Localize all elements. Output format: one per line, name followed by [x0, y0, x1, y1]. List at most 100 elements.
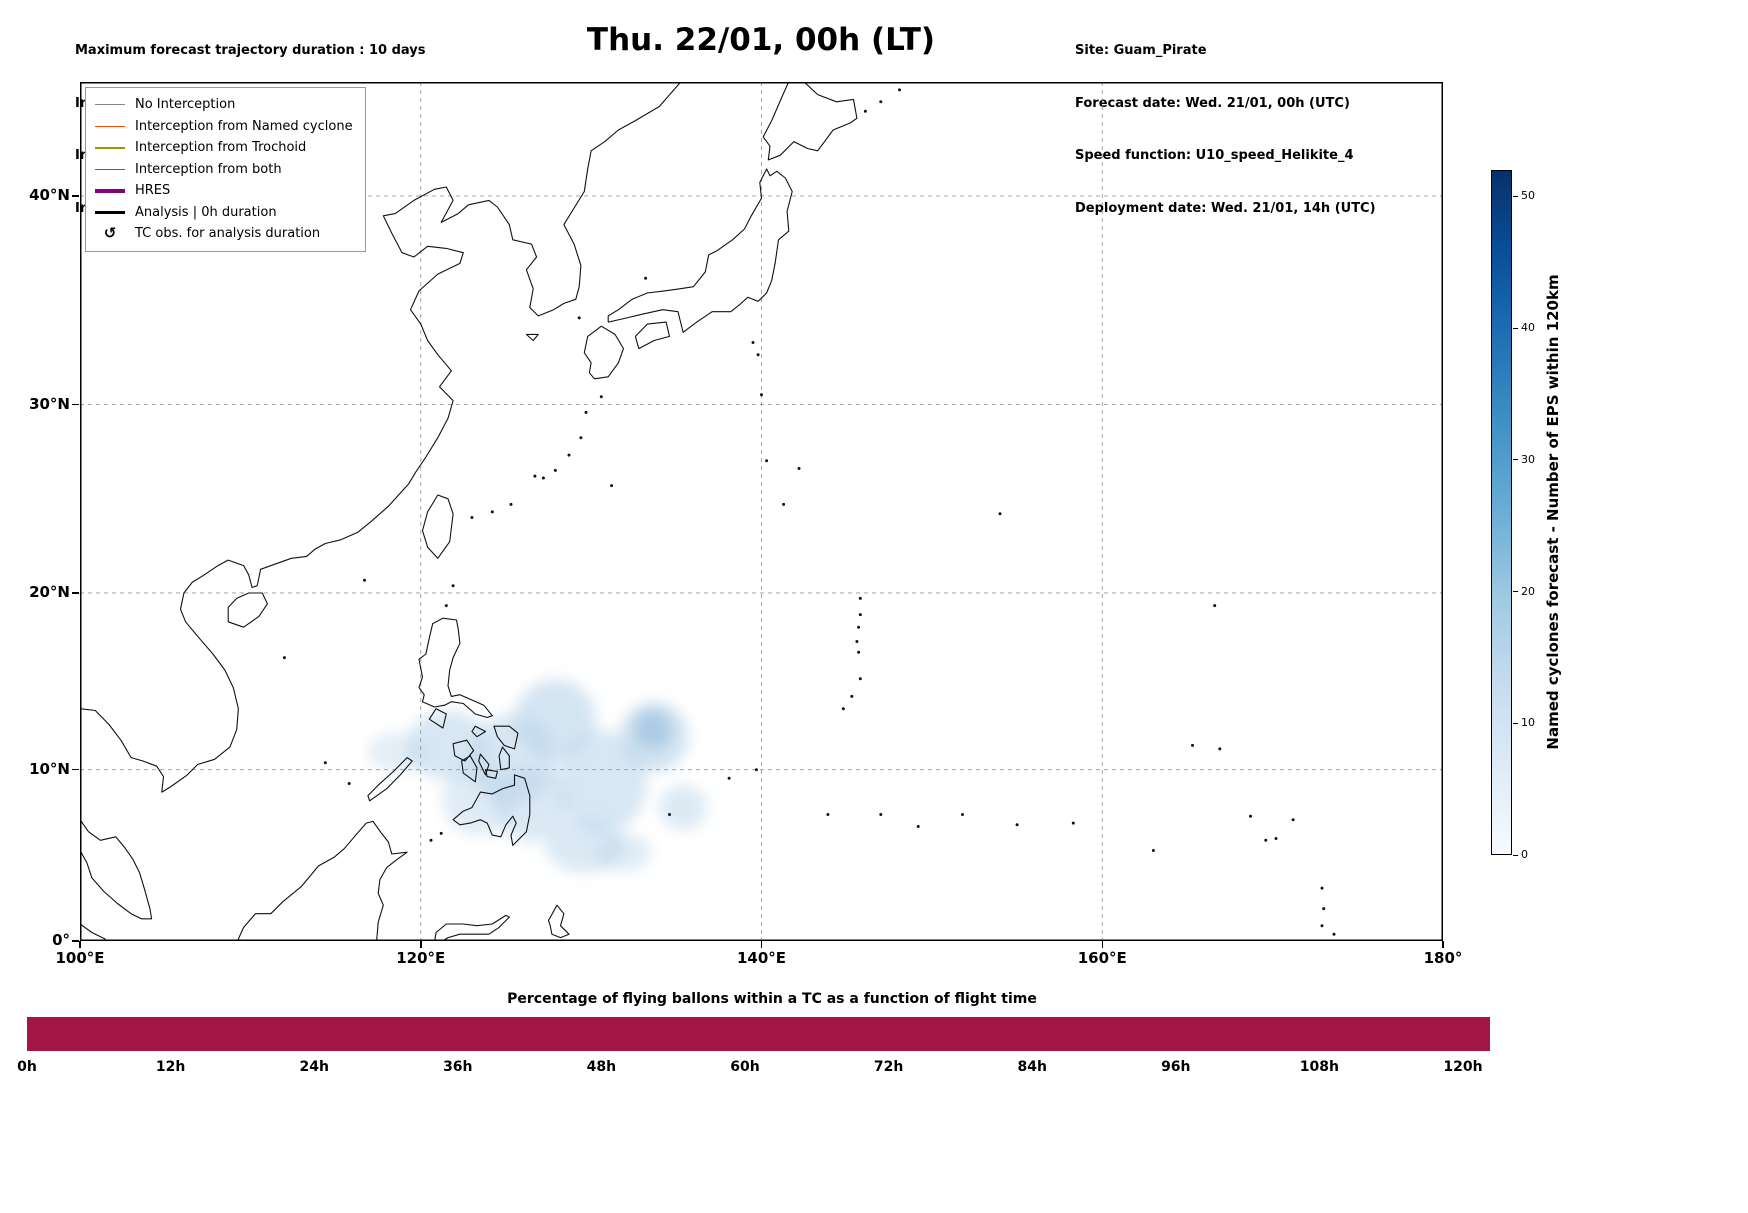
coastline-halmahera — [547, 904, 570, 939]
legend-item: Interception from Named cyclone — [95, 116, 353, 138]
island-dot — [1071, 821, 1075, 825]
heat-blob — [555, 730, 648, 834]
heat-blob — [367, 733, 426, 772]
x-tick-label: 180° — [1423, 949, 1463, 967]
site-name: Site: Guam_Pirate — [1075, 43, 1207, 58]
bottom-x-tick-label: 12h — [155, 1059, 186, 1075]
x-tick-label: 120°E — [396, 949, 446, 967]
colorbar-tick-mark — [1513, 195, 1518, 197]
island-dot — [533, 474, 537, 478]
island-dot — [754, 768, 758, 772]
legend-line-sample — [95, 188, 125, 193]
coastline-bohol — [484, 769, 498, 779]
island-dot — [668, 813, 671, 816]
bottom-x-tick-label: 120h — [1443, 1059, 1483, 1075]
heat-blob — [407, 710, 489, 781]
colorbar-tick-label: 10 — [1521, 716, 1535, 730]
bottom-x-tick-label: 84h — [1017, 1059, 1047, 1075]
y-tick-mark — [72, 592, 79, 594]
island-dot — [282, 656, 286, 660]
island-dot — [1213, 604, 1217, 608]
island-dot — [1291, 818, 1295, 822]
coastline-kyushu — [583, 325, 625, 380]
bottom-x-tick-label: 36h — [443, 1059, 473, 1075]
legend-line-sample — [95, 147, 125, 149]
island-dot — [1218, 747, 1222, 751]
coastline-borneo — [236, 820, 408, 941]
island-dot — [1322, 907, 1326, 911]
colorbar-tick-label: 20 — [1521, 584, 1535, 598]
legend-line — [95, 125, 125, 127]
island-dot — [1274, 837, 1278, 840]
site-info: Site: Guam_Pirate Forecast date: Wed. 21… — [1075, 7, 1376, 252]
colorbar-tick-mark — [1513, 854, 1518, 856]
island-dot — [579, 436, 583, 440]
island-dot — [841, 707, 845, 711]
y-tick-mark — [72, 940, 79, 942]
coastline-mindanao — [452, 774, 531, 846]
x-tick-mark — [760, 941, 763, 948]
island-dot — [857, 650, 861, 654]
colorbar-tick-label: 40 — [1521, 321, 1535, 335]
coastline-honshu — [607, 168, 793, 333]
island-dot — [765, 459, 769, 463]
island-dot — [451, 584, 455, 588]
island-dot — [898, 88, 901, 92]
island-dot — [1264, 838, 1268, 842]
bottom-chart-title: Percentage of flying ballons within a TC… — [507, 991, 1037, 1007]
island-dot — [439, 831, 443, 835]
island-dot — [863, 109, 867, 113]
x-tick-mark — [1442, 941, 1444, 948]
legend-item: Analysis | 0h duration — [95, 202, 353, 224]
y-tick-mark — [72, 195, 79, 197]
legend-item: Interception from both — [95, 159, 353, 181]
x-tick-label: 160°E — [1077, 949, 1127, 967]
bottom-x-tick-label: 108h — [1299, 1059, 1339, 1075]
legend-label: TC obs. for analysis duration — [135, 226, 321, 242]
legend-line-sample — [95, 210, 125, 214]
heat-blob — [442, 762, 515, 836]
coastline-hainan — [227, 592, 268, 628]
island-dot — [347, 782, 351, 785]
y-tick-label: 30°N — [29, 394, 70, 413]
island-dot — [490, 510, 494, 514]
island-dot — [323, 761, 327, 765]
legend-line — [95, 168, 125, 170]
island-dot — [553, 468, 557, 472]
island-dot — [1191, 743, 1194, 747]
colorbar — [1491, 170, 1512, 855]
y-tick-mark — [72, 768, 79, 771]
island-dot — [444, 604, 448, 608]
x-tick-label: 100°E — [55, 949, 105, 967]
coastline-sulawesi-north — [434, 914, 510, 941]
island-dot — [577, 316, 581, 320]
legend-label: Analysis | 0h duration — [135, 204, 277, 220]
island-dot — [850, 694, 854, 698]
island-dot — [1332, 932, 1336, 936]
y-tick-label: 10°N — [29, 759, 70, 778]
forecast-date: Forecast date: Wed. 21/01, 00h (UTC) — [1075, 95, 1350, 111]
island-dot — [782, 502, 786, 506]
island-dot — [429, 838, 433, 842]
map-border — [80, 82, 1443, 941]
legend-item: ↺ TC obs. for analysis duration — [95, 223, 353, 245]
coastline-asia-mainland — [80, 82, 682, 793]
bottom-x-tick-label: 48h — [586, 1059, 617, 1075]
x-tick-mark — [420, 941, 422, 948]
island-dot — [760, 393, 763, 397]
legend-item: HRES — [95, 180, 353, 202]
island-dot — [858, 613, 862, 617]
island-dot — [751, 341, 755, 344]
tc-obs-icon: ↺ — [103, 224, 117, 243]
colorbar-tick-label: 50 — [1521, 189, 1535, 203]
param-max-duration: Maximum forecast trajectory duration : 1… — [75, 43, 426, 58]
legend-label: Interception from Named cyclone — [135, 118, 353, 134]
island-dot — [567, 453, 571, 457]
island-dot — [961, 813, 964, 816]
bottom-x-tick-label: 24h — [299, 1059, 329, 1075]
island-dot — [610, 484, 614, 488]
legend-label: No Interception — [135, 97, 236, 113]
island-dot — [470, 516, 474, 519]
colorbar-tick-label: 0 — [1521, 848, 1528, 861]
coastline-negros — [461, 755, 478, 783]
